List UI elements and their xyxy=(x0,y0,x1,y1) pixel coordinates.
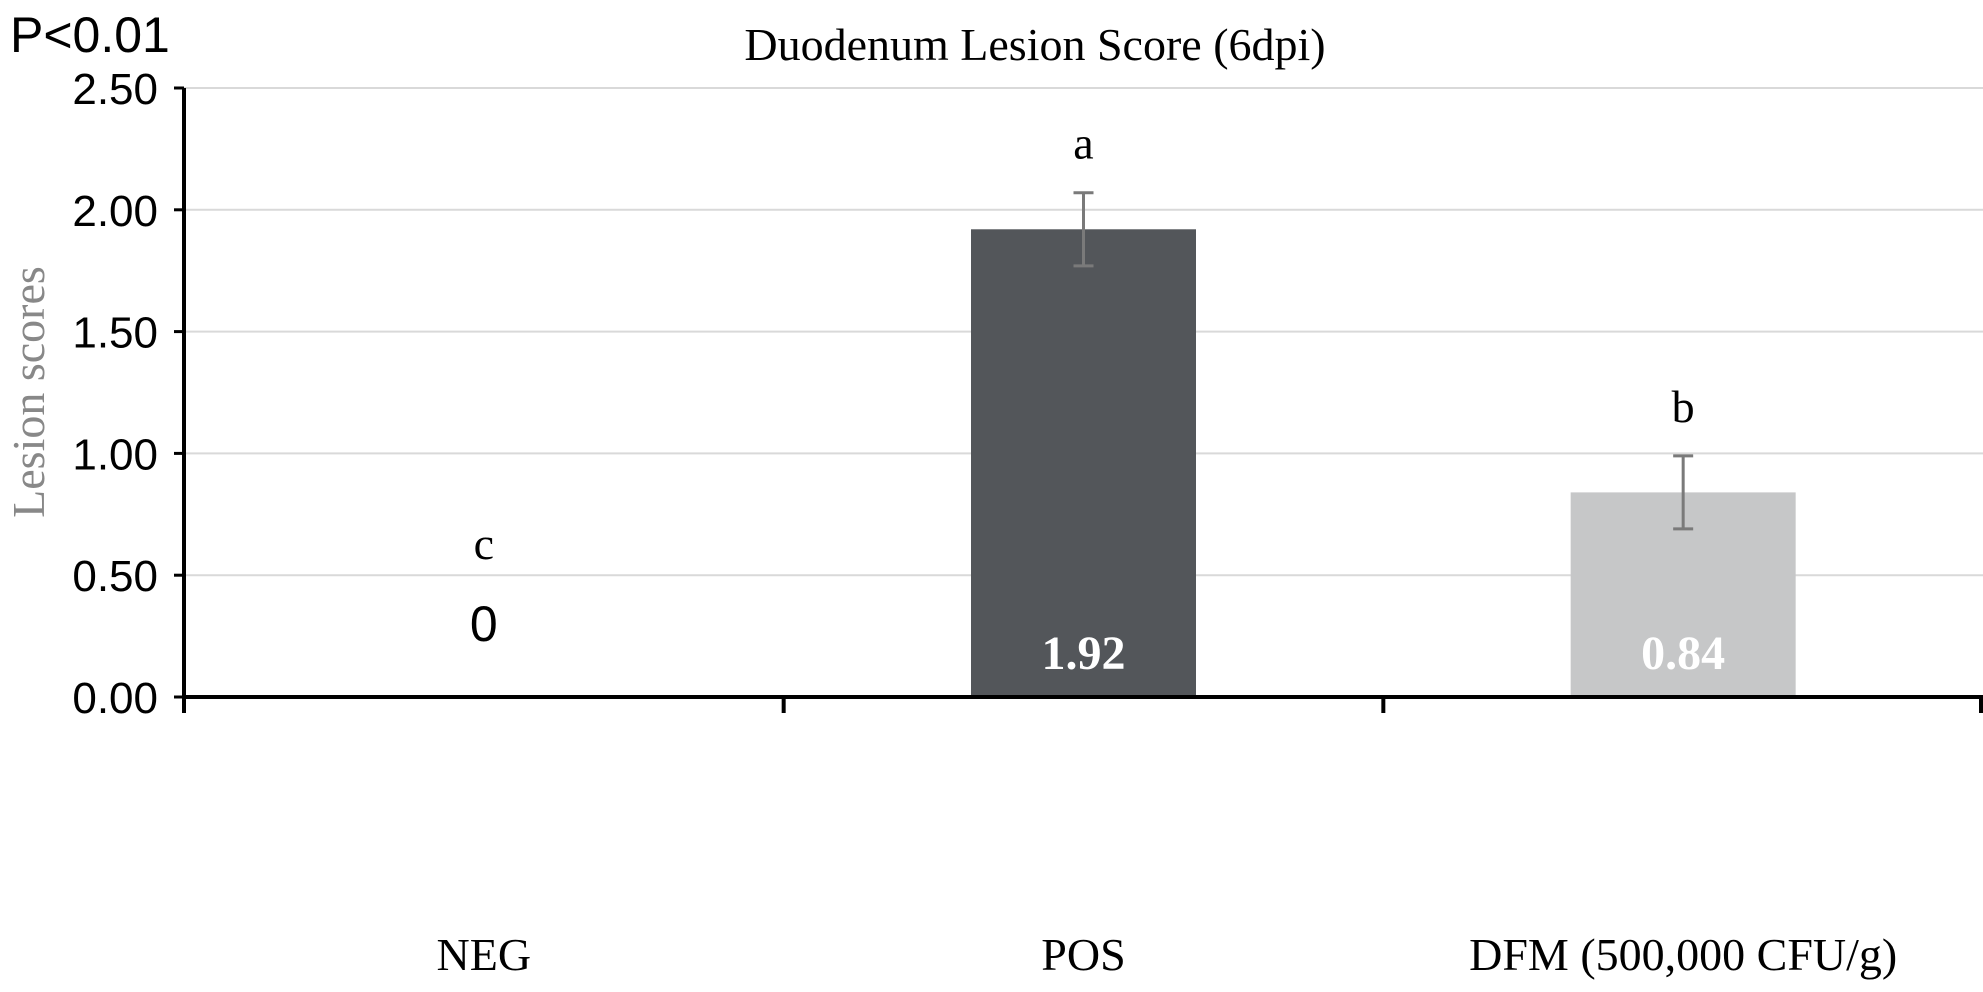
error-bars xyxy=(1073,191,1694,531)
significance-letter: a xyxy=(1073,118,1093,169)
significance-label: P<0.01 xyxy=(10,7,170,63)
y-tick-label: 1.00 xyxy=(72,430,158,479)
data-label: 0 xyxy=(470,596,498,652)
bar xyxy=(971,229,1196,697)
data-label: 0.84 xyxy=(1641,627,1725,680)
y-tick-label: 0.50 xyxy=(72,552,158,601)
x-tick-label: POS xyxy=(1041,929,1125,980)
bars xyxy=(971,229,1796,697)
data-label: 1.92 xyxy=(1042,627,1126,680)
x-tick-label: NEG xyxy=(437,929,532,980)
axes xyxy=(174,86,1983,713)
significance-letter: b xyxy=(1672,381,1695,432)
y-tick-label: 0.00 xyxy=(72,674,158,723)
y-tick-label: 1.50 xyxy=(72,309,158,358)
y-tick-label: 2.00 xyxy=(72,187,158,236)
x-tick-label: DFM (500,000 CFU/g) xyxy=(1469,929,1897,980)
significance-letter: c xyxy=(474,518,494,569)
labels: 0.00 0.50 1.00 1.50 2.00 2.50 c 0 NEG a 1.92 POS b 0.… xyxy=(72,65,1897,980)
y-axis-label: Lesion scores xyxy=(3,266,54,518)
y-tick-label: 2.50 xyxy=(72,65,158,114)
chart-title: Duodenum Lesion Score (6dpi) xyxy=(744,19,1325,70)
